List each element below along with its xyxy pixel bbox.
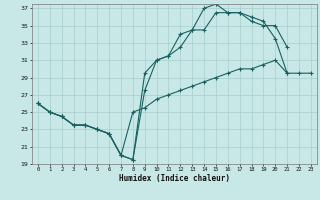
X-axis label: Humidex (Indice chaleur): Humidex (Indice chaleur) [119, 174, 230, 183]
